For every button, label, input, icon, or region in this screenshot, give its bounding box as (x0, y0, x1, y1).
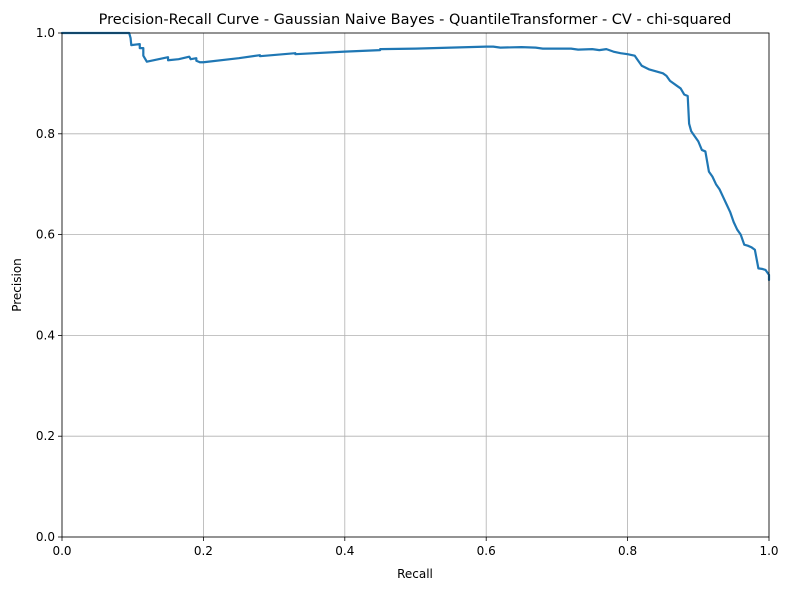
x-tick-label: 0.2 (194, 544, 213, 558)
y-axis-label: Precision (10, 258, 24, 312)
x-axis-label: Recall (397, 567, 433, 581)
x-tick-label: 0.8 (618, 544, 637, 558)
y-tick-label: 0.8 (36, 127, 55, 141)
x-tick-label: 0.0 (52, 544, 71, 558)
y-tick-label: 0.4 (36, 328, 55, 342)
axes-layer: 0.0 0.2 0.4 0.6 0.8 1.0 0.0 0.2 0.4 0.6 0.8 1.0 (36, 26, 779, 558)
x-tick-label: 1.0 (759, 544, 778, 558)
chart-title: Precision-Recall Curve - Gaussian Naive … (99, 12, 732, 28)
precision-recall-line (60, 31, 771, 282)
plot-layer (60, 31, 771, 282)
y-tick-label: 0.0 (36, 530, 55, 544)
y-tick-label: 1.0 (36, 26, 55, 40)
y-tick-label: 0.6 (36, 228, 55, 242)
x-tick-label: 0.4 (335, 544, 354, 558)
plot-frame (61, 32, 770, 538)
y-tick-label: 0.2 (36, 429, 55, 443)
x-tick-label: 0.6 (477, 544, 496, 558)
grid-layer (61, 32, 770, 538)
